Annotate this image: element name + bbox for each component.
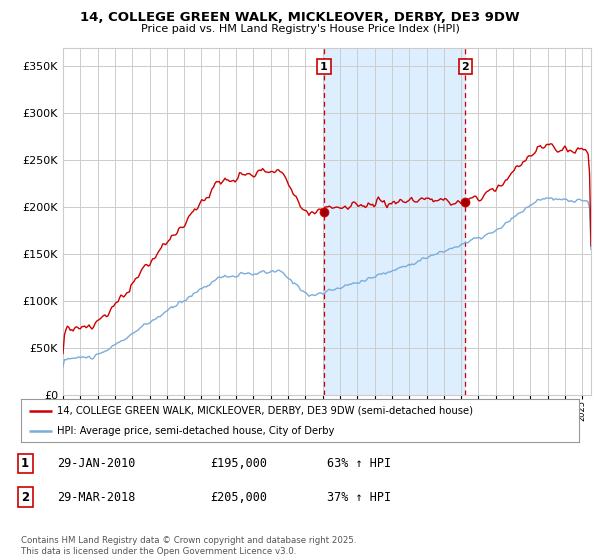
Text: £195,000: £195,000 [210, 457, 267, 470]
Text: 2: 2 [461, 62, 469, 72]
Text: Contains HM Land Registry data © Crown copyright and database right 2025.
This d: Contains HM Land Registry data © Crown c… [21, 536, 356, 556]
Text: 1: 1 [21, 457, 29, 470]
Text: 14, COLLEGE GREEN WALK, MICKLEOVER, DERBY, DE3 9DW: 14, COLLEGE GREEN WALK, MICKLEOVER, DERB… [80, 11, 520, 24]
Bar [324, 48, 466, 395]
Text: 29-MAR-2018: 29-MAR-2018 [57, 491, 136, 504]
Text: 1: 1 [320, 62, 328, 72]
Text: £205,000: £205,000 [210, 491, 267, 504]
Text: Price paid vs. HM Land Registry's House Price Index (HPI): Price paid vs. HM Land Registry's House … [140, 24, 460, 34]
Text: 2: 2 [21, 491, 29, 504]
Text: 37% ↑ HPI: 37% ↑ HPI [327, 491, 391, 504]
Text: 14, COLLEGE GREEN WALK, MICKLEOVER, DERBY, DE3 9DW (semi-detached house): 14, COLLEGE GREEN WALK, MICKLEOVER, DERB… [57, 405, 473, 416]
Text: HPI: Average price, semi-detached house, City of Derby: HPI: Average price, semi-detached house,… [57, 426, 335, 436]
Text: 63% ↑ HPI: 63% ↑ HPI [327, 457, 391, 470]
Text: 29-JAN-2010: 29-JAN-2010 [57, 457, 136, 470]
